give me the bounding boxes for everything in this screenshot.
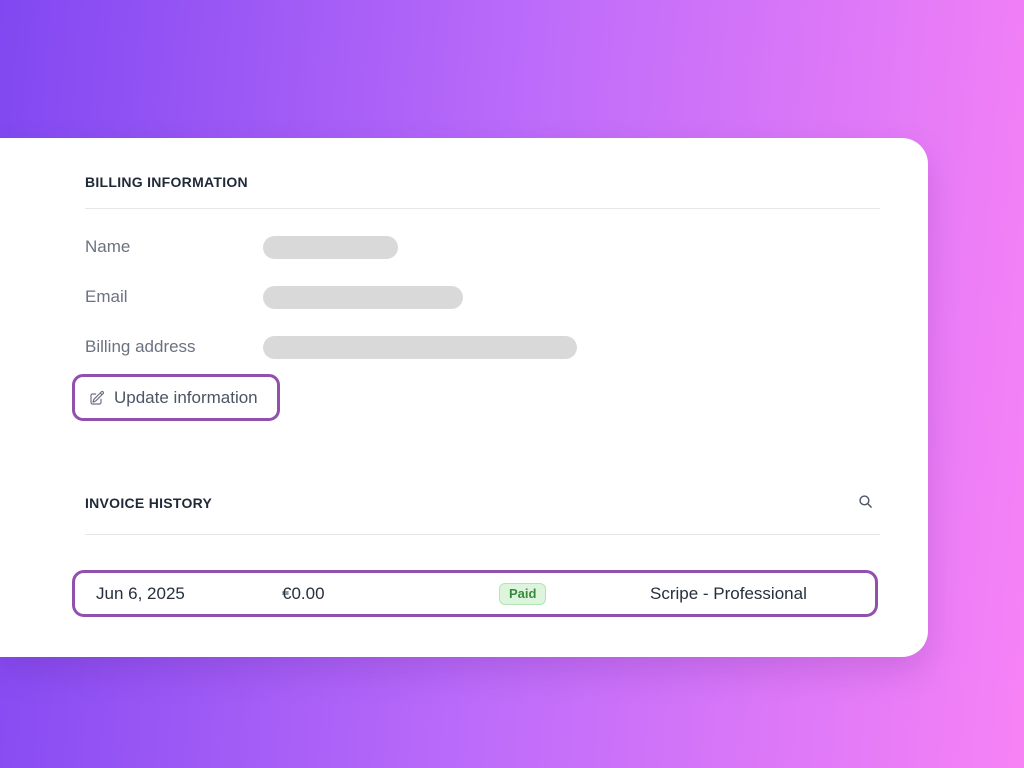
invoice-history-header: INVOICE HISTORY bbox=[85, 491, 880, 515]
invoice-plan: Scripe - Professional bbox=[650, 583, 807, 603]
billing-address-value-redacted bbox=[263, 335, 577, 359]
billing-field-name: Name bbox=[85, 235, 880, 259]
email-label: Email bbox=[85, 287, 128, 306]
billing-field-email: Email bbox=[85, 285, 880, 309]
invoice-status-badge: Paid bbox=[499, 582, 547, 605]
billing-field-address: Billing address bbox=[85, 335, 880, 359]
name-label: Name bbox=[85, 237, 131, 256]
invoice-amount: €0.00 bbox=[282, 583, 325, 603]
name-value-redacted bbox=[263, 235, 398, 259]
email-value-redacted bbox=[263, 285, 463, 309]
billing-section-divider bbox=[85, 208, 880, 209]
invoice-date: Jun 6, 2025 bbox=[96, 583, 185, 603]
billing-address-label: Billing address bbox=[85, 337, 196, 356]
invoice-history-title: INVOICE HISTORY bbox=[85, 495, 213, 511]
update-information-button[interactable]: Update information bbox=[72, 374, 280, 421]
billing-card: BILLING INFORMATION Name Email Billing a… bbox=[0, 138, 928, 657]
invoice-row[interactable]: Jun 6, 2025 €0.00 Paid Scripe - Professi… bbox=[72, 570, 878, 617]
update-information-label: Update information bbox=[114, 387, 258, 407]
search-icon bbox=[857, 493, 874, 510]
invoice-search-button[interactable] bbox=[855, 491, 876, 515]
billing-section-title: BILLING INFORMATION bbox=[85, 174, 248, 190]
pencil-square-icon bbox=[89, 390, 105, 406]
invoice-section-divider bbox=[85, 534, 880, 535]
